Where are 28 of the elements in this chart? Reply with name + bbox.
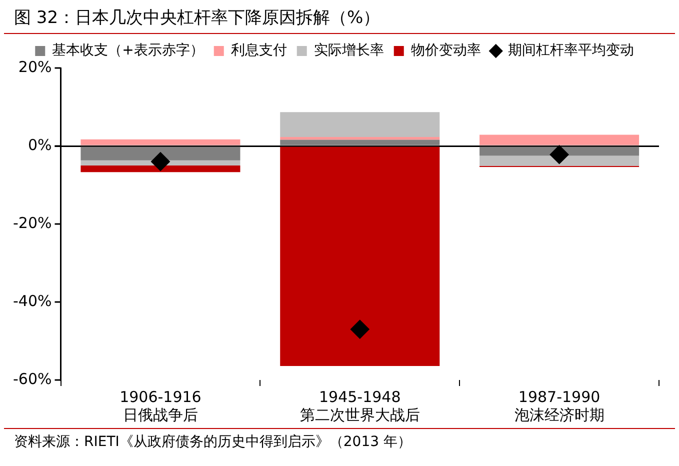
x-tick-label: 1906-1916 日俄战争后 xyxy=(120,388,202,424)
y-tick-label: -20% xyxy=(12,214,52,232)
y-tick-label: 20% xyxy=(18,58,52,76)
bar xyxy=(80,139,240,146)
text: 资料来源：RIETI《从政府债务的历史中得到启示》（2013 年） xyxy=(4,428,675,455)
bar xyxy=(80,166,240,172)
chart-title: 图 32：日本几次中央杠杆率下降原因拆解（%） xyxy=(4,0,675,34)
bar xyxy=(280,112,440,138)
bar xyxy=(480,146,640,156)
y-tick-label: -40% xyxy=(12,292,52,310)
point xyxy=(350,320,370,339)
bar xyxy=(280,146,440,366)
bar xyxy=(280,140,440,146)
y-tick-label: -60% xyxy=(12,370,52,388)
legend-label: 实际增长率 xyxy=(314,42,384,59)
point xyxy=(550,145,569,164)
bar xyxy=(280,137,440,140)
legend-label: 期间杠杆率平均变动 xyxy=(508,42,634,59)
y-tick-label: 0% xyxy=(28,136,52,154)
x-tick-label: 1945-1948 第二次世界大战后 xyxy=(300,388,420,424)
legend-label: 基本收支（+表示赤字） xyxy=(52,42,204,59)
legend-label: 利息支付 xyxy=(230,42,287,59)
bar xyxy=(480,156,640,166)
x-tick-label: 1987-1990 泡沫经济时期 xyxy=(514,388,604,424)
bar xyxy=(480,134,640,146)
bar xyxy=(80,146,240,160)
point xyxy=(150,152,170,172)
legend-label: 物价变动率 xyxy=(410,42,481,59)
